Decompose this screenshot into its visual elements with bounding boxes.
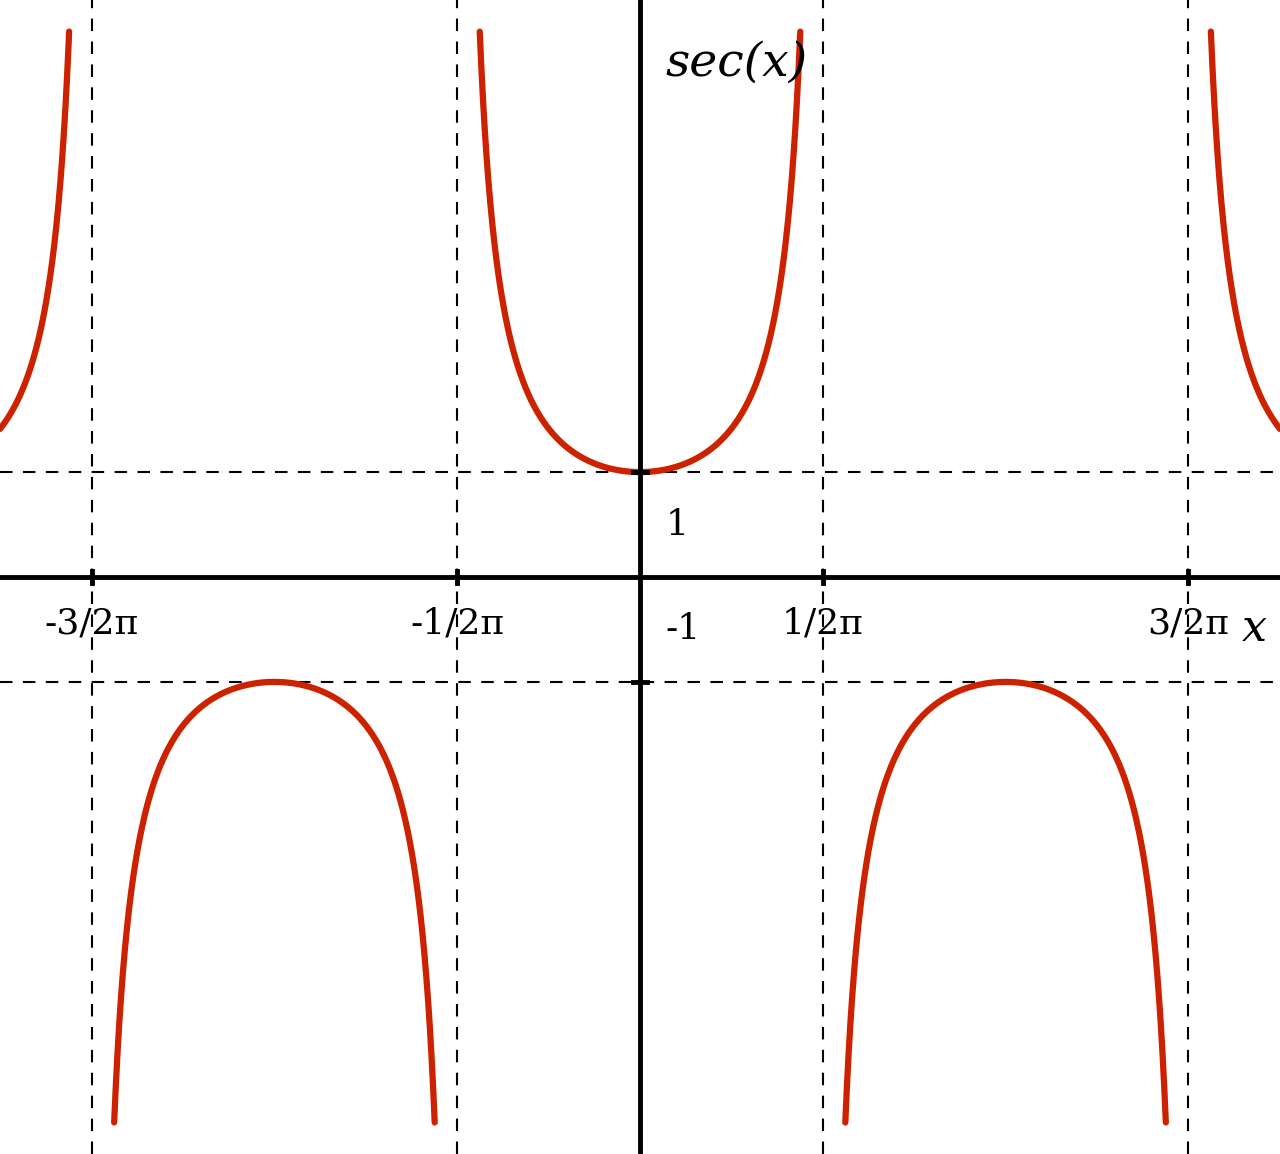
Text: 3/2π: 3/2π (1147, 606, 1229, 640)
Text: -1/2π: -1/2π (410, 606, 504, 640)
Text: -1: -1 (666, 613, 701, 646)
Text: sec(x): sec(x) (666, 40, 808, 85)
Text: x: x (1242, 606, 1267, 650)
Text: 1: 1 (666, 508, 689, 541)
Text: -3/2π: -3/2π (45, 606, 138, 640)
Text: 1/2π: 1/2π (782, 606, 864, 640)
